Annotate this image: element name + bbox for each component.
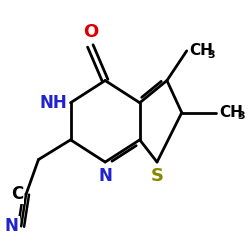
- Text: NH: NH: [39, 94, 67, 112]
- Text: C: C: [12, 185, 24, 203]
- Text: O: O: [83, 23, 98, 41]
- Text: 3: 3: [208, 50, 215, 59]
- Text: N: N: [5, 217, 19, 235]
- Text: 3: 3: [237, 111, 245, 121]
- Text: N: N: [98, 166, 112, 184]
- Text: CH: CH: [219, 105, 243, 120]
- Text: S: S: [150, 166, 164, 184]
- Text: CH: CH: [189, 44, 213, 59]
